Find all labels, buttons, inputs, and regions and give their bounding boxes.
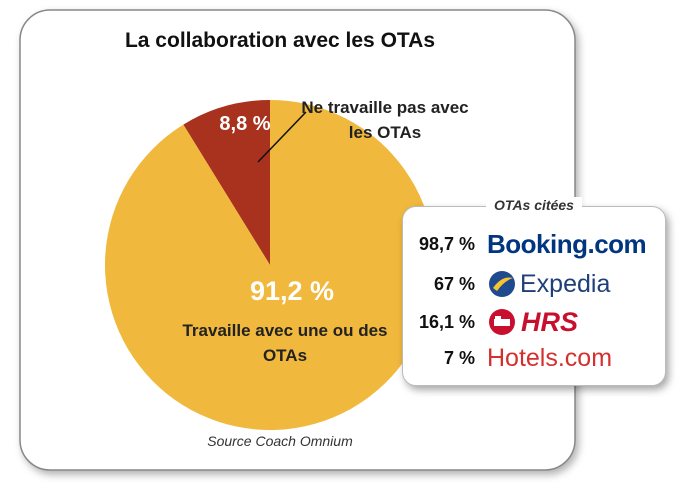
category-label: Travaille avec une ou des OTAs [182,321,388,365]
ota-percent: 7 % [443,347,475,368]
ota-row: 16,1 % HRS [411,305,578,339]
ota-row: 67 % Expedia [411,267,610,301]
expedia-icon [489,271,515,297]
ota-percent: 98,7 % [418,233,475,254]
ota-row: 7 % Hotels.com [411,341,612,375]
category-label-box: Ne travaille pas avec les OTAs [301,98,469,142]
ota-name: Booking.com [487,228,647,259]
ota-row: 98,7 % Booking.com [411,227,647,261]
ota-name: Expedia [520,269,611,298]
ota-name: HRS [521,306,579,337]
pie: 8,8 % 91,2 % Ne travaille pas avec les OTA… [105,98,469,430]
pie-slice [105,100,436,430]
value-label: 8,8 % [219,113,270,135]
chart-title: La collaboration avec les OTAs [125,29,435,52]
ota-name: Hotels.com [487,343,613,372]
pie-slice [183,100,270,265]
callout-line [257,111,307,163]
inset-title: OTAs citées [486,197,582,213]
ota-percent: 67 % [433,273,475,294]
inset-title-wrap: OTAs citées [403,197,665,215]
ota-percent: 16,1 % [418,311,475,332]
hrs-icon [489,309,515,335]
category-label-box: Travaille avec une ou des OTAs [182,321,388,365]
ota-inset: OTAs citées 98,7 % Booking.com 67 % Expe… [402,197,666,386]
source: Source Coach Omnium [207,433,353,449]
value-label: 91,2 % [250,276,334,306]
category-label: Ne travaille pas avec les OTAs [301,98,469,142]
